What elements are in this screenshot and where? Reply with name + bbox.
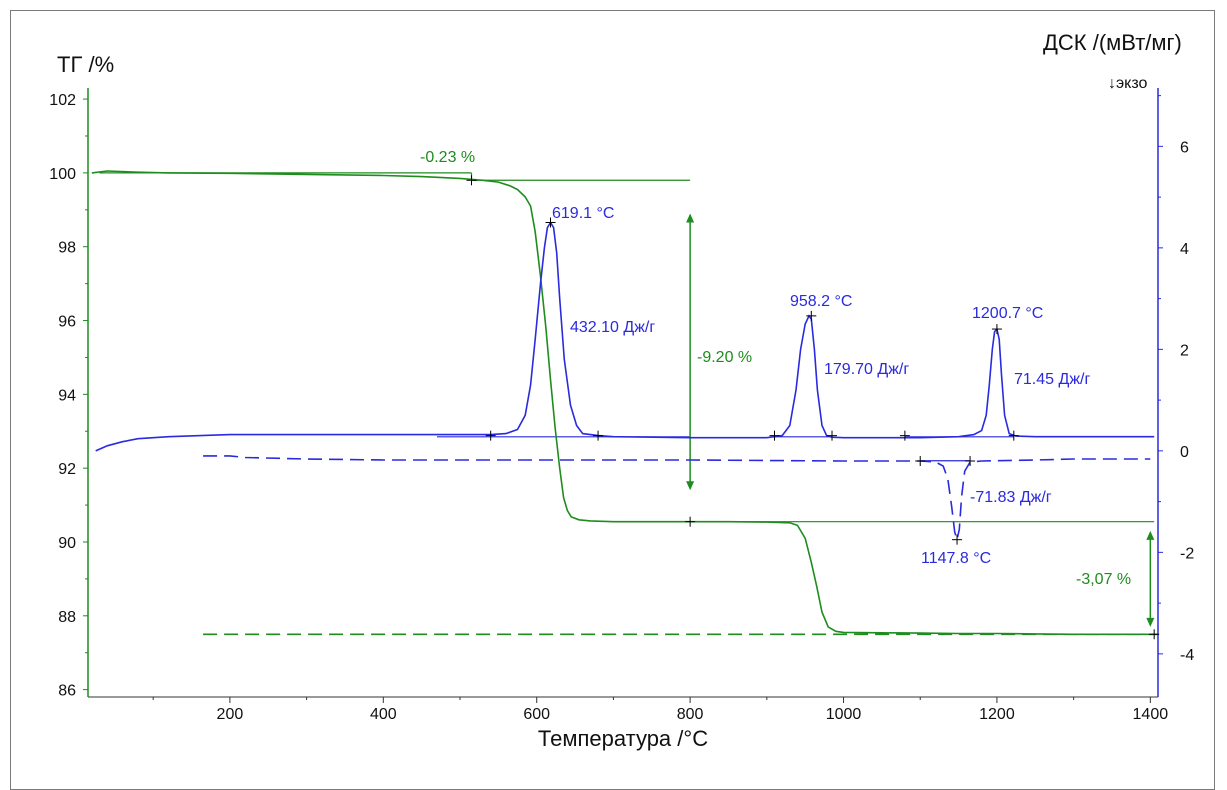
y-left-tick-label: 90 xyxy=(58,535,76,552)
annotation-label: 1147.8 °C xyxy=(921,550,991,567)
mass-loss-arrow-2-head-bottom xyxy=(1146,617,1155,627)
annotation-label: -0.23 % xyxy=(420,149,475,166)
exo-direction-label: ↓экзо xyxy=(1108,75,1148,92)
y-left-tick-label: 96 xyxy=(58,314,76,331)
labels-layer: -0.23 % 619.1 °C 432.10 Дж/г -9.20 % 958.2 °… xyxy=(420,149,1131,588)
y-left-tick-label: 102 xyxy=(49,92,76,109)
x-tick-label: 1000 xyxy=(826,706,862,723)
annotation-label: 619.1 °C xyxy=(552,205,614,222)
mass-loss-arrow-2-head-top xyxy=(1146,530,1155,540)
curves-layer xyxy=(91,170,1158,636)
guides-layer xyxy=(99,172,1155,627)
annotation-label: 179.70 Дж/г xyxy=(824,361,909,378)
markers-layer xyxy=(466,175,1160,640)
series-line xyxy=(95,220,1155,452)
series-line xyxy=(91,170,1158,636)
y-left-tick-label: 100 xyxy=(49,166,76,183)
x-tick-label: 600 xyxy=(523,706,550,723)
y-right-tick-label: 2 xyxy=(1180,342,1189,359)
y-left-tick-label: 86 xyxy=(58,683,76,700)
annotation-label: 1200.7 °C xyxy=(972,305,1043,322)
annotation-label: -3,07 % xyxy=(1076,571,1131,588)
y-right-tick-label: 6 xyxy=(1180,139,1189,156)
y-left-tick-label: 92 xyxy=(58,461,76,478)
annotation-label: 71.45 Дж/г xyxy=(1014,371,1090,388)
annotation-label: 432.10 Дж/г xyxy=(570,319,655,336)
x-tick-label: 1200 xyxy=(979,706,1015,723)
x-tick-label: 1400 xyxy=(1133,706,1169,723)
y-right-tick-label: 4 xyxy=(1180,241,1189,258)
y-right-tick-label: 0 xyxy=(1180,444,1189,461)
annotation-label: 958.2 °C xyxy=(790,293,852,310)
x-tick-label: 400 xyxy=(370,706,397,723)
y-right-axis-title: ДСК /(мВт/мг) xyxy=(1043,30,1182,55)
y-left-tick-label: 94 xyxy=(58,387,76,404)
y-right-tick-label: -2 xyxy=(1180,545,1194,562)
tg-dsc-chart: 200 400 600 800 1000 1200 14008688909294969810… xyxy=(49,30,1194,751)
y-left-axis-title: ТГ /% xyxy=(57,52,114,77)
y-right-tick-label: -4 xyxy=(1180,647,1194,664)
x-axis-title: Температура /°C xyxy=(538,726,708,751)
series-line xyxy=(203,455,1151,543)
y-left-tick-label: 98 xyxy=(58,240,76,257)
x-tick-label: 800 xyxy=(677,706,704,723)
y-left-tick-label: 88 xyxy=(58,609,76,626)
x-tick-label: 200 xyxy=(217,706,244,723)
mass-loss-arrow-1-head-top xyxy=(686,213,695,223)
annotation-label: -71.83 Дж/г xyxy=(970,489,1052,506)
axes-layer: 200 400 600 800 1000 1200 14008688909294969810… xyxy=(49,30,1194,751)
annotation-label: -9.20 % xyxy=(697,349,752,366)
mass-loss-arrow-1-head-bottom xyxy=(686,481,695,491)
